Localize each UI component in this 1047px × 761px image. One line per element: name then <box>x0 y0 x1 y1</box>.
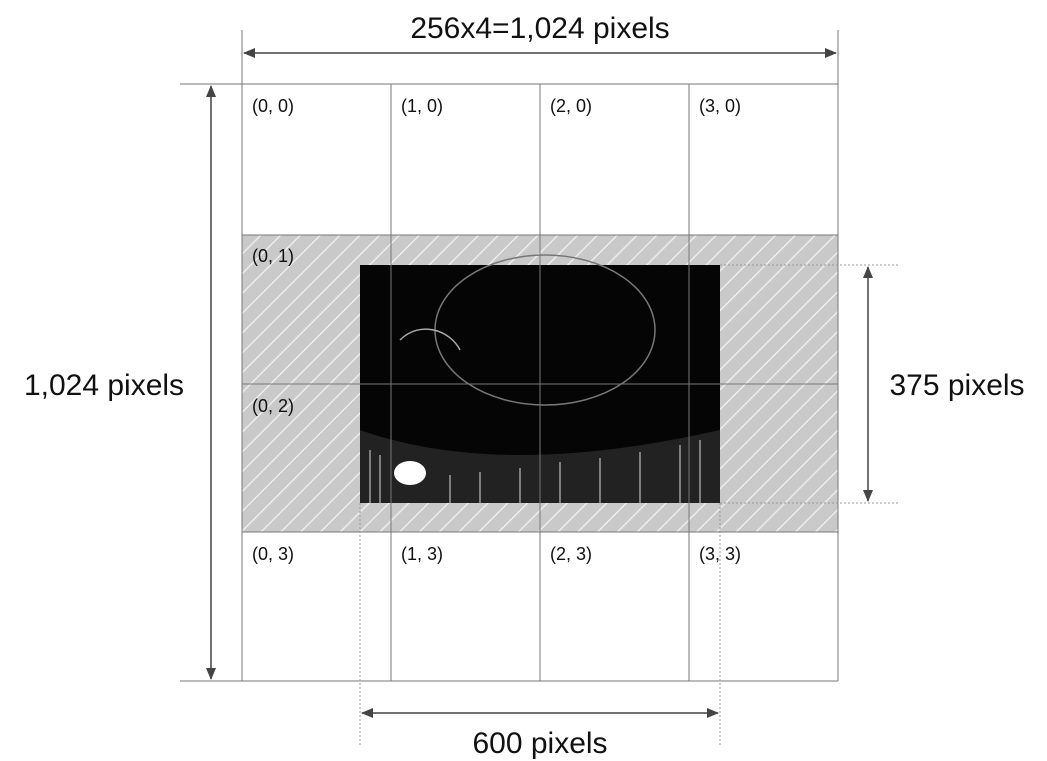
cell-label: (0, 0) <box>252 96 294 116</box>
cell-label: (2, 0) <box>550 96 592 116</box>
cell-label: (0, 2) <box>252 396 294 416</box>
cell-label: (3, 3) <box>699 544 741 564</box>
cell-label: (0, 3) <box>252 544 294 564</box>
cell-label: (0, 1) <box>252 246 294 266</box>
grid <box>180 30 839 682</box>
cell-label: (3, 0) <box>699 96 741 116</box>
image-height-label: 375 pixels <box>889 369 1024 402</box>
arrows <box>206 48 873 718</box>
image-width-label: 600 pixels <box>472 727 607 760</box>
cell-label: (1, 0) <box>401 96 443 116</box>
width-label: 256x4=1,024 pixels <box>410 12 669 45</box>
guides <box>359 264 900 745</box>
cell-label: (2, 3) <box>550 544 592 564</box>
cell-label: (1, 3) <box>401 544 443 564</box>
height-label: 1,024 pixels <box>24 369 184 402</box>
